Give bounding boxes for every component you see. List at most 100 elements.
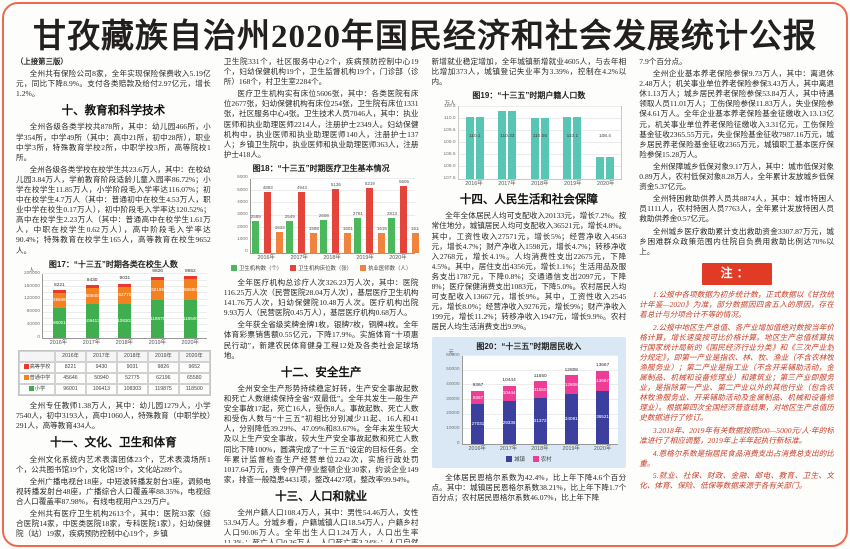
bar-group: 11550 11550 31372 xyxy=(533,356,547,445)
bar-value-label: 108.4 xyxy=(598,134,611,140)
y-tick-label: 108.0 xyxy=(443,163,456,169)
bar-column: 5219 xyxy=(365,179,375,253)
bar-2018年 xyxy=(540,117,549,179)
gridline xyxy=(458,165,622,167)
bar-segment-高等学校 xyxy=(52,290,66,293)
y-tick-label: 0 xyxy=(245,249,248,255)
table-value-cell: 52775 xyxy=(116,373,148,385)
column-4: 7.9个百分点。 全州企业基本养老保险参保9.73万人，其中：离退休2.48万人… xyxy=(639,57,834,543)
bar-group: 9652 65580 118500 xyxy=(182,269,198,339)
bar-卫生机构数（个） xyxy=(354,218,362,253)
bar-stack-wrap: 12808 12808 34081 xyxy=(564,356,578,445)
bar-column: 2608 xyxy=(319,179,329,253)
y-tick-label: 4000 xyxy=(237,200,248,206)
gridline xyxy=(458,153,622,155)
y-tick-label: 107.5 xyxy=(443,175,456,181)
segment-value-label: 106413 xyxy=(84,318,100,324)
bar-value-label: 2549 xyxy=(284,214,295,220)
y-tick-label: 109.0 xyxy=(443,139,456,145)
bar-2020年 xyxy=(595,157,604,179)
x-tick-label: 2020年 xyxy=(181,340,199,347)
bar-value-label: 1601 xyxy=(342,225,353,231)
segment-value-label: 62196 xyxy=(151,286,165,292)
para-income: 全年全体居民人均可支配收入20133元，增长7.2%。按常住地分，城镇居民人均可… xyxy=(431,211,627,332)
figure-19-population-chart: 图19：“十三五”时期户籍人口数 万人 107.5 108.0 108.5 109.0 10… xyxy=(432,91,627,188)
bar-column: 1618 xyxy=(411,179,419,253)
bar-卫生机构数（个） xyxy=(286,221,294,253)
legend-item-城镇: 城镇 xyxy=(506,456,525,464)
bar-column: 4943 xyxy=(297,179,307,253)
bar-stack-wrap: 9031 52775 108303 xyxy=(117,274,133,339)
bar-value-label: 12808 xyxy=(564,367,578,373)
y-tick-label: 160000 xyxy=(23,283,40,289)
bar-group: 9430 50940 106413 xyxy=(84,274,100,339)
para-insurance: 全州共有保险公司8家，全年实现保险保费收入5.19亿元，同比下降8.9%。支付各… xyxy=(16,68,211,99)
bars-container: 2589 4893 1633 2549 4943 1598 2608 5136 1601 2791… xyxy=(251,179,419,253)
bar-group: 2589 4893 1633 xyxy=(251,179,285,253)
table-value-cell: 9826 xyxy=(147,362,179,374)
gridline xyxy=(43,279,207,281)
para-schools: 全州各级各类学校共878所，其中：幼儿园466所，小学354所，中学49所（其中… xyxy=(16,122,211,162)
figure-20-income-chart: 图20：“十三五”时期居民收入元 0 10000 20000 30000 40000 500… xyxy=(431,336,627,468)
notes-header-badge: 注： xyxy=(701,262,772,285)
bar-group: 108.4 xyxy=(595,107,614,179)
table-value-cell: 9652 xyxy=(178,362,210,374)
bar-group: 2549 4943 1598 xyxy=(285,179,319,253)
para-population: 全州户籍人口108.4万人，其中：男性54.46万人，女性53.94万人。分城乡… xyxy=(223,508,419,543)
bars-container: 9367 9367 27031 10444 10444 29336 11550 11550 31… xyxy=(463,356,619,445)
para-engel: 全体居民恩格尔系数为42.4%，比上年下降4.6个百分点。其中：城镇居民恩格尔系… xyxy=(431,472,627,502)
bar-group: 9826 62196 119875 xyxy=(150,269,165,339)
chart-data-table: 2016年 2017年 2018年 2019年 2020年 高等学校 8221 9430 903… xyxy=(18,350,211,397)
bar-value-label: 9031 xyxy=(119,276,131,282)
x-tick-label: 2018年 xyxy=(115,340,134,347)
bar-卫生机构数（个） xyxy=(320,220,328,253)
bar-segment-农村: 12808 xyxy=(564,375,578,395)
legend-item-卫生机构数（个）: 卫生机构数（个） xyxy=(231,264,282,273)
legend-color-chip xyxy=(506,456,513,463)
chart-title: 图17：“十三五”时期各类在校生人数 xyxy=(48,259,178,269)
segment-value-label: 118500 xyxy=(182,316,198,322)
gridline xyxy=(458,141,622,143)
bar-stack: 45646 96001 xyxy=(52,290,66,339)
bar-value-label: 110.05 xyxy=(532,134,548,140)
axis-unit-label: 人 xyxy=(29,268,35,275)
x-tick-label: 2019年 xyxy=(356,254,374,261)
gridline xyxy=(458,117,622,119)
y-tick-label: 110.0 xyxy=(443,115,456,121)
section-heading-education: 十、教育和科学技术 xyxy=(61,105,166,118)
bar-column: 1616 xyxy=(377,179,387,253)
bar-value-label: 1616 xyxy=(376,225,387,231)
legend-item-卫生机构床位数（张）: 卫生机构床位数（张） xyxy=(290,264,352,273)
y-tick-label: 20000 xyxy=(446,411,460,417)
note-item-4: 4.恩格尔系数是指居民食品消费支出占消费总支出的比重。 xyxy=(639,448,834,468)
bar-segment-高等学校 xyxy=(151,276,165,280)
bar-value-label: 1618 xyxy=(410,225,419,231)
legend-color-chip xyxy=(23,375,29,381)
bar-value-label: 9652 xyxy=(185,268,196,274)
table-value-cell: 108303 xyxy=(116,384,148,396)
x-tick-label: 2018年 xyxy=(323,254,341,261)
bar-column: 5606 xyxy=(399,179,409,253)
bar-value-label: 11550 xyxy=(533,373,547,379)
segment-value-label: 10444 xyxy=(502,390,516,396)
table-series-label: 小学 xyxy=(19,384,55,396)
segment-value-label: 50940 xyxy=(85,292,99,298)
gridline xyxy=(462,369,619,371)
bar-segment-小学: 118500 xyxy=(182,300,198,339)
bar-卫生机构床位数（张） xyxy=(298,191,306,253)
x-tick-label: 2016年 xyxy=(468,446,486,453)
bar-column: 1601 xyxy=(343,179,353,253)
bar-group: 12808 12808 34081 xyxy=(564,356,578,445)
legend-color-chip xyxy=(360,264,367,271)
para-hospitals: 全州共有医疗卫生机构2613个，其中：医院33家（综合医院14家，中医类医院18… xyxy=(16,509,211,539)
y-tick-label: 10000 xyxy=(446,426,460,432)
table-value-cell: 96001 xyxy=(55,384,86,396)
para-broadcast: 全州广播电视台18座，中短波转播发射台3座，调频电视转播发射台48座，广播综合人… xyxy=(16,476,211,506)
para-dibao: 全州保障城乡低保对象9.17万人，其中：城市低保对象0.89万人，农村低保对象8… xyxy=(639,161,834,192)
bar-group: 9367 9367 27031 xyxy=(471,356,485,445)
bar-segment-小学: 119875 xyxy=(150,299,165,339)
axis-unit-label: 元 xyxy=(448,350,455,357)
bar-2019年 xyxy=(573,116,582,179)
x-tick-label: 2017年 xyxy=(498,180,516,187)
chart-legend: 城镇 农村 xyxy=(436,456,623,464)
